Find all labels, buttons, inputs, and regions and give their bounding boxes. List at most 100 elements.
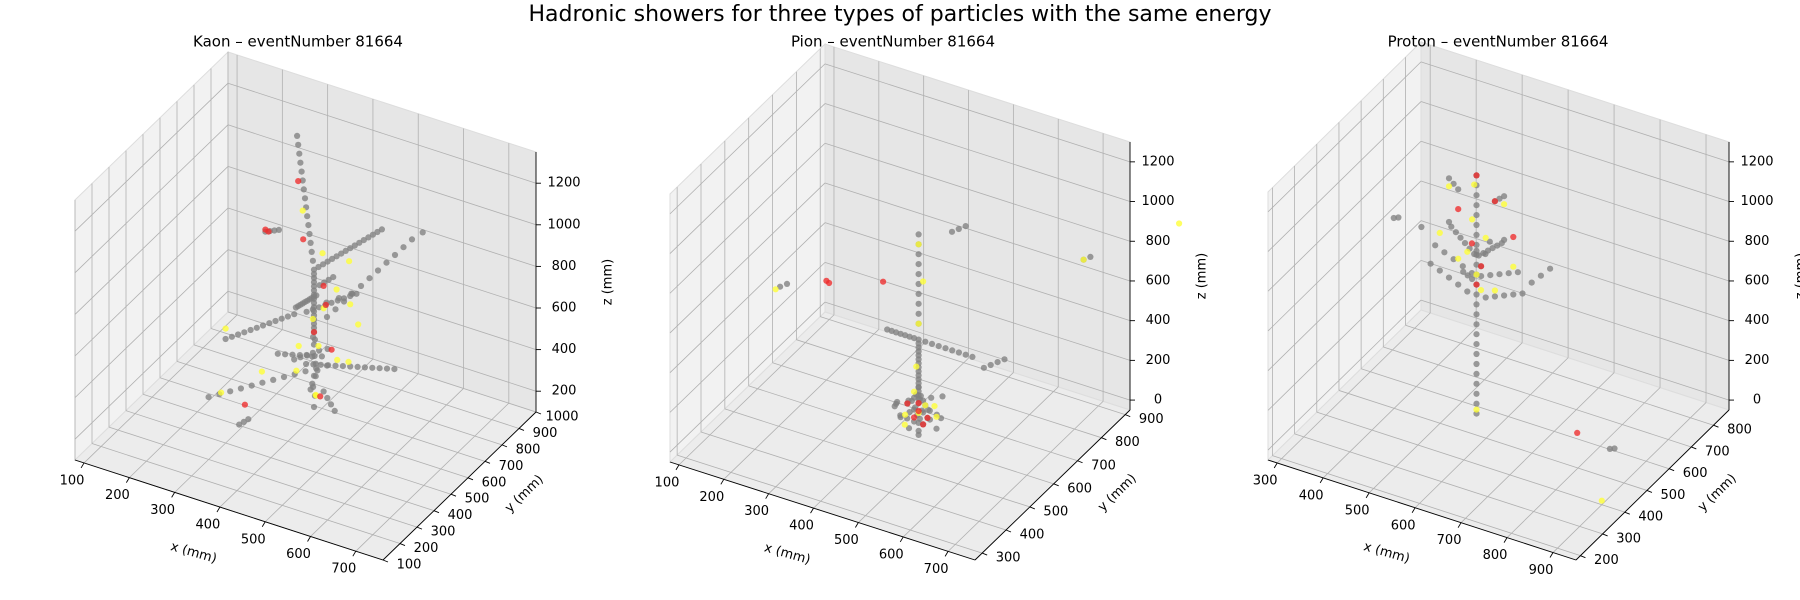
x-tick-label: 300 <box>1253 473 1278 488</box>
y-tick-label: 400 <box>1638 510 1663 525</box>
grid-line-y <box>748 385 1054 485</box>
x-tick-label: 500 <box>1345 503 1370 518</box>
hit-point-gray <box>361 364 368 371</box>
hit-point-gray <box>1469 275 1476 283</box>
hit-point-yellow <box>1473 406 1480 413</box>
grid-line-x <box>1460 372 1615 523</box>
hit-point-yellow <box>902 411 909 418</box>
grid-line-x <box>129 329 283 478</box>
grid-line-z <box>74 124 229 274</box>
x-tick <box>765 493 770 499</box>
z-tick-label: 200 <box>1146 353 1171 368</box>
x-tick <box>675 464 680 471</box>
hit-point-gray <box>339 363 346 370</box>
hit-point-gray <box>928 394 935 401</box>
hit-point-gray <box>1473 400 1480 407</box>
hit-point-gray <box>1486 238 1493 245</box>
hit-point-yellow <box>355 321 362 328</box>
hit-point-gray <box>205 394 212 401</box>
hit-point-gray <box>1473 370 1480 377</box>
grid-line-x <box>1322 327 1477 479</box>
hit-point-gray <box>1473 231 1480 238</box>
y-tick <box>1053 483 1059 487</box>
hit-point-gray <box>1459 263 1466 270</box>
hit-point-gray <box>259 379 266 386</box>
y-axis-line <box>974 409 1131 561</box>
hit-point-gray <box>1473 301 1480 308</box>
y-axis-label: y (mm) <box>1095 471 1139 515</box>
z-axis-label: z (mm) <box>601 259 616 305</box>
hit-point-gray <box>306 230 313 238</box>
x-tick <box>261 521 266 527</box>
grid-line-z <box>1420 180 1730 282</box>
hit-point-yellow <box>772 286 779 293</box>
hit-point-gray <box>278 315 285 322</box>
grid-line-z <box>1267 299 1422 451</box>
hit-point-yellow <box>1455 255 1462 262</box>
hit-point-gray <box>1501 193 1508 200</box>
panel-pion: 100 200 300 400 500 600 700 300 400 500 600 700 800 9… <box>655 33 1210 577</box>
grid-line-z <box>824 261 1131 361</box>
grid-line-x <box>264 373 419 523</box>
y-tick-label: 300 <box>1616 531 1641 546</box>
hit-point-yellow <box>933 413 940 420</box>
x-tick-label: 200 <box>105 488 130 503</box>
hit-point-yellow <box>258 368 265 375</box>
hit-point-gray <box>1494 242 1501 249</box>
hit-point-gray <box>347 245 354 252</box>
grid-line-z <box>669 182 826 334</box>
grid-line-z <box>1267 220 1422 371</box>
hit-point-red <box>920 421 927 428</box>
hit-point-gray <box>1473 360 1480 368</box>
hit-point-gray <box>1482 250 1489 258</box>
hit-point-red <box>320 282 327 289</box>
hit-point-gray <box>324 258 331 265</box>
hit-point-red <box>300 236 307 243</box>
grid-line-y <box>1338 390 1648 491</box>
hit-point-gray <box>297 159 304 166</box>
grid-line-y <box>108 426 418 528</box>
x-tick-label: 500 <box>241 532 266 547</box>
hit-point-gray <box>383 259 390 266</box>
panel-proton: 300 400 500 600 700 800 900 200 300 400 500 600 700 8… <box>1253 33 1800 579</box>
grid-line-y <box>125 410 435 512</box>
hit-point-yellow <box>218 389 225 396</box>
z-tick-label: 1200 <box>1740 154 1773 169</box>
grid-line-z <box>669 103 826 254</box>
panel-title: Pion – eventNumber 81664 <box>791 33 995 51</box>
hit-point-gray <box>1460 268 1467 275</box>
grid-line-z <box>227 249 537 350</box>
hit-point-gray <box>419 229 426 236</box>
y-tick <box>450 493 457 497</box>
hit-point-gray <box>933 425 940 432</box>
hit-point-gray <box>275 226 282 233</box>
x-tick-label: 200 <box>699 490 724 505</box>
x-tick-label: 800 <box>1483 548 1508 563</box>
x-axis-line <box>1267 459 1577 561</box>
hit-point-gray <box>928 340 936 347</box>
grid-line-y <box>227 311 537 413</box>
grid-line-x <box>219 358 374 508</box>
hit-point-gray <box>320 388 327 395</box>
y-tick <box>467 477 474 481</box>
x-tick <box>171 492 176 498</box>
hit-point-yellow <box>913 363 920 370</box>
grid-line-z <box>1267 101 1422 252</box>
hit-point-gray <box>1464 288 1471 295</box>
hit-point-gray <box>1473 311 1480 318</box>
x-tick <box>125 477 130 483</box>
x-tick-label: 600 <box>879 547 904 562</box>
grid-line-z <box>74 166 229 315</box>
x-tick <box>352 550 357 557</box>
hit-point-red <box>317 393 324 400</box>
hit-point-gray <box>1432 242 1439 249</box>
x-tick-label: 700 <box>924 562 949 577</box>
hit-point-gray <box>315 263 322 271</box>
grid-line-y <box>176 360 486 462</box>
hit-point-gray <box>1611 445 1618 452</box>
y-tick <box>382 559 389 563</box>
hit-point-gray <box>304 213 311 220</box>
hit-point-gray <box>310 266 318 273</box>
